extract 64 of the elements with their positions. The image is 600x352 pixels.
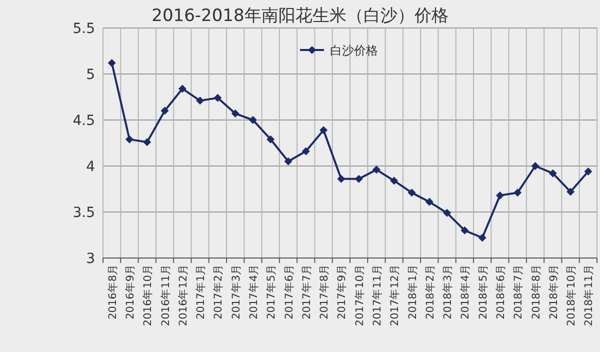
x-tick-label: 2017年12月 — [389, 264, 402, 326]
x-tick-label: 2016年10月 — [142, 264, 154, 326]
y-tick-label: 5.5 — [72, 21, 95, 37]
x-tick-label: 2016年8月 — [106, 264, 119, 320]
x-tick-label: 2017年2月 — [212, 264, 225, 320]
point — [337, 174, 346, 183]
x-tick-label: 2018年1月 — [406, 264, 419, 320]
legend-label: 白沙价格 — [330, 44, 378, 58]
point — [302, 147, 310, 156]
y-tick-label: 4.5 — [72, 113, 95, 129]
x-tick-label: 2017年10月 — [354, 264, 366, 326]
point — [108, 58, 116, 67]
x-tick-label: 2017年7月 — [300, 264, 313, 320]
point — [566, 188, 575, 196]
point — [514, 188, 522, 197]
point — [496, 191, 504, 200]
point — [390, 176, 398, 185]
point — [548, 169, 557, 178]
point — [284, 157, 292, 166]
x-tick-label: 2017年3月 — [230, 264, 242, 320]
point — [178, 84, 186, 93]
x-tick-label: 2018年6月 — [494, 264, 507, 320]
point — [214, 94, 222, 102]
x-tick-label: 2018年9月 — [548, 264, 560, 320]
point — [584, 168, 592, 176]
point — [248, 116, 257, 124]
x-tick-label: 2018年4月 — [460, 264, 472, 320]
y-tick-label: 5 — [86, 67, 95, 83]
x-tick-label: 2018年2月 — [424, 264, 436, 320]
x-tick-label: 2017年6月 — [283, 264, 296, 320]
point — [266, 135, 275, 144]
x-tick-label: 2016年11月 — [160, 264, 172, 326]
x-tick-label: 2018年8月 — [530, 264, 542, 320]
point — [443, 208, 452, 217]
point — [460, 226, 469, 234]
x-tick-label: 2018年10月 — [566, 264, 578, 326]
point — [160, 106, 169, 115]
y-tick-label: 3 — [86, 251, 95, 267]
point — [143, 138, 152, 146]
x-tick-label: 2017年1月 — [195, 264, 208, 320]
point — [478, 234, 486, 242]
x-tick-label: 2017年11月 — [371, 264, 384, 326]
point — [354, 174, 363, 183]
x-tick-label: 2018年5月 — [477, 264, 490, 320]
point — [196, 96, 204, 105]
chart-title: 2016-2018年南阳花生米（白沙）价格 — [152, 6, 448, 26]
x-tick-label: 2017年9月 — [336, 264, 348, 320]
point — [408, 188, 416, 197]
x-tick-label: 2017年4月 — [248, 264, 260, 320]
point — [231, 110, 240, 118]
x-tick-label: 2017年5月 — [266, 264, 278, 320]
x-tick-label: 2018年3月 — [442, 264, 454, 320]
point — [531, 162, 540, 170]
x-tick-label: 2017年8月 — [318, 264, 331, 320]
x-tick-label: 2018年7月 — [512, 264, 525, 320]
y-tick-label: 3.5 — [72, 205, 95, 221]
point — [320, 126, 328, 134]
x-tick-label: 2018年11月 — [583, 264, 596, 326]
point — [425, 198, 434, 206]
point — [125, 135, 134, 144]
point — [372, 166, 380, 174]
x-tick-label: 2016年9月 — [124, 264, 136, 320]
x-tick-label: 2016年12月 — [177, 264, 190, 326]
y-tick-label: 4 — [86, 159, 96, 175]
